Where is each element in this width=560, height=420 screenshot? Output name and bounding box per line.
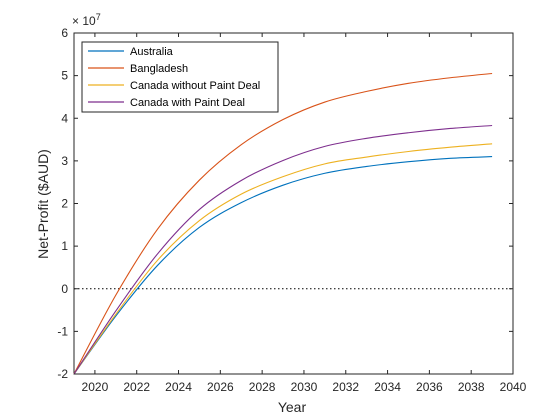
y-tick-label: 2 xyxy=(61,197,68,211)
series-line-australia xyxy=(73,156,493,375)
legend-label: Bangladesh xyxy=(130,63,188,75)
x-tick-label: 2034 xyxy=(374,380,401,394)
y-tick-label: -1 xyxy=(57,324,68,338)
x-tick-label: 2028 xyxy=(249,380,276,394)
y-tick-label: 4 xyxy=(61,111,68,125)
y-axis-title: Net-Profit ($AUD) xyxy=(35,149,51,259)
y-axis-ticks: -2 -1 0 1 2 3 4 5 6 xyxy=(57,26,513,381)
x-tick-label: 2026 xyxy=(207,380,234,394)
y-tick-label: 1 xyxy=(61,239,68,253)
y-tick-label: 3 xyxy=(61,154,68,168)
series-line-canada-without-paint-deal xyxy=(73,143,493,375)
x-tick-label: 2032 xyxy=(332,380,359,394)
x-axis-ticks: 2020 2022 2024 2026 2028 2030 2032 2034 2036 2038… xyxy=(82,33,527,394)
x-tick-label: 2024 xyxy=(165,380,192,394)
x-tick-label: 2040 xyxy=(500,380,527,394)
series-line-canada-with-paint-deal xyxy=(73,124,493,375)
y-tick-label: 5 xyxy=(61,69,68,83)
y-tick-label: 0 xyxy=(61,282,68,296)
y-exponent-base: × 10 xyxy=(72,14,96,28)
series-lines xyxy=(73,72,493,375)
legend-label: Canada without Paint Deal xyxy=(130,80,260,92)
legend-box xyxy=(81,41,279,113)
x-tick-label: 2020 xyxy=(82,380,109,394)
x-axis-title: Year xyxy=(278,399,307,415)
y-exponent-label: × 107 xyxy=(72,12,101,28)
y-exponent-power: 7 xyxy=(96,12,101,22)
x-tick-label: 2030 xyxy=(291,380,318,394)
legend-label: Canada with Paint Deal xyxy=(130,97,245,109)
legend: Australia Bangladesh Canada without Paint … xyxy=(81,41,279,113)
series-line-bangladesh xyxy=(73,72,493,375)
y-tick-label: 6 xyxy=(61,26,68,40)
y-tick-label: -2 xyxy=(57,367,68,381)
x-tick-label: 2038 xyxy=(458,380,485,394)
legend-label: Australia xyxy=(130,46,174,58)
x-tick-label: 2022 xyxy=(123,380,150,394)
x-tick-label: 2036 xyxy=(416,380,443,394)
